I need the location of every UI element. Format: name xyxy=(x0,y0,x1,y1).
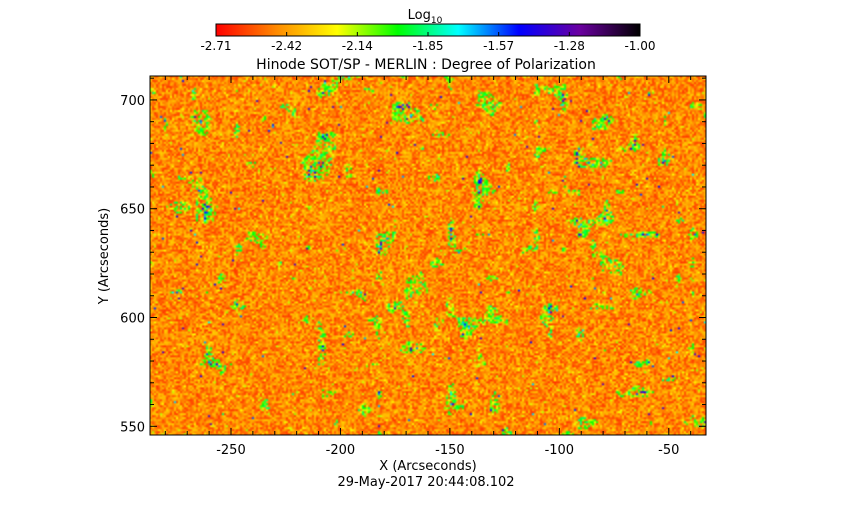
colorbar-tick-label: -1.00 xyxy=(624,39,655,53)
x-tick-label: -150 xyxy=(435,443,465,458)
colorbar-tick-label: -2.14 xyxy=(342,39,373,53)
timestamp: 29-May-2017 20:44:08.102 xyxy=(337,475,514,490)
polarization-map xyxy=(150,76,706,435)
x-tick-label: -200 xyxy=(326,443,356,458)
chart-title: Hinode SOT/SP - MERLIN : Degree of Polar… xyxy=(256,57,596,73)
y-axis-label: Y (Arcseconds) xyxy=(97,208,112,305)
colorbar-tick-label: -1.85 xyxy=(412,39,443,53)
colorbar: Log10 -2.71 -2.42 -2.14 -1.85 -1.57 -1.28 -1.0… xyxy=(200,8,655,53)
y-tick-label: 700 xyxy=(120,94,145,109)
y-tick-label: 550 xyxy=(120,420,145,435)
x-tick-label: -100 xyxy=(545,443,575,458)
y-tick-label: 650 xyxy=(120,203,145,218)
y-tick-label: 600 xyxy=(120,312,145,327)
colorbar-label-sub: 10 xyxy=(431,16,443,26)
colorbar-tick-label: -2.71 xyxy=(200,39,231,53)
colorbar-tick-label: -1.28 xyxy=(554,39,585,53)
x-axis-label: X (Arcseconds) xyxy=(379,459,476,474)
colorbar-label: Log10 xyxy=(408,8,443,26)
colorbar-ticks: -2.71 -2.42 -2.14 -1.85 -1.57 -1.28 -1.00 xyxy=(200,32,656,53)
plot-area: -250 -200 -150 -100 -50 550 600 650 700 xyxy=(120,75,707,458)
x-tick-label: -250 xyxy=(216,443,246,458)
colorbar-label-main: Log xyxy=(408,8,431,23)
x-tick-label: -50 xyxy=(658,443,679,458)
y-axis-ticks: 550 600 650 700 xyxy=(120,77,706,435)
colorbar-tick-label: -2.42 xyxy=(271,39,302,53)
x-axis-ticks: -250 -200 -150 -100 -50 xyxy=(164,76,692,458)
colorbar-tick-label: -1.57 xyxy=(483,39,514,53)
